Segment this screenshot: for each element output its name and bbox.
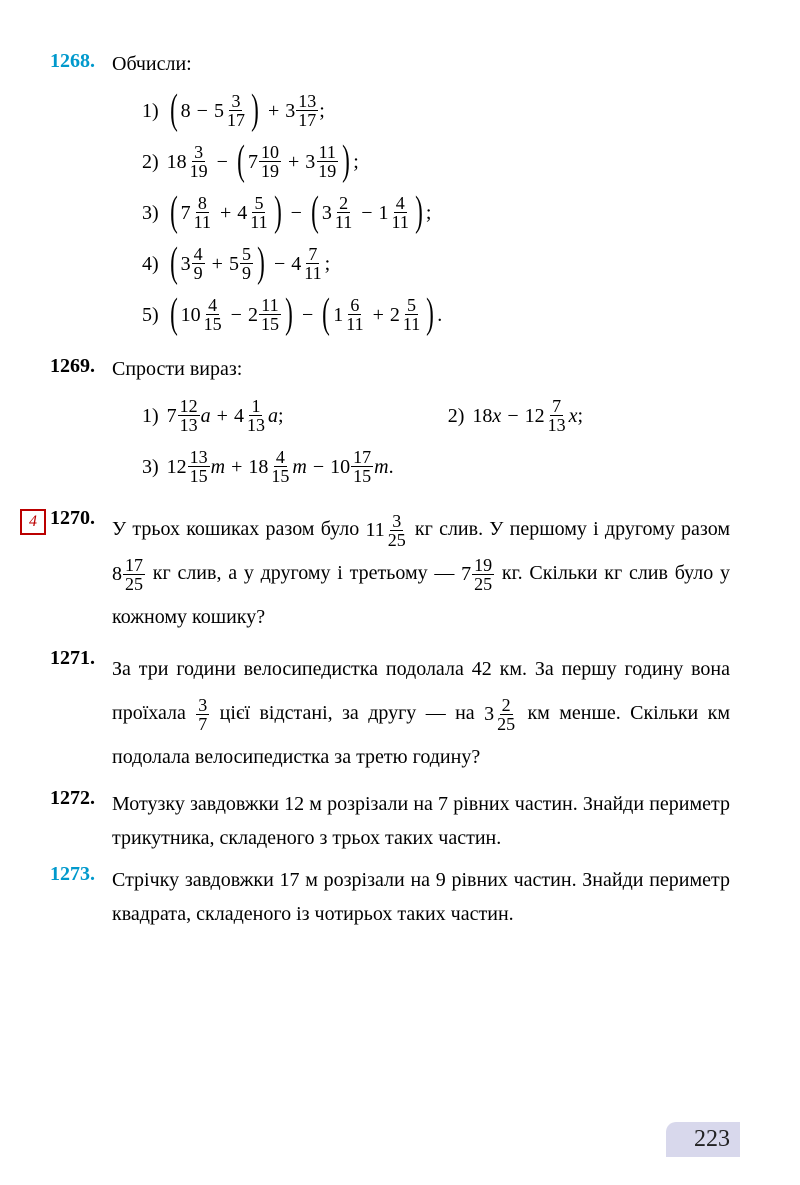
sub-label: 3) [142,199,159,227]
sub-label: 1) [142,97,159,125]
problem-title: Обчисли: [112,50,730,78]
page-number: 223 [666,1122,740,1157]
problem-text: За три години велосипедистка подолала 42… [112,647,730,779]
problem: 1271.За три години велосипедистка подола… [50,647,730,779]
problem-number: 1270. [50,507,112,639]
problem: 1270.У трьох кошиках разом було 11325 кг… [50,507,730,639]
problem-text: Стрічку завдовжки 17 м розрізали на 9 рі… [112,863,730,931]
problem-body: Стрічку завдовжки 17 м розрізали на 9 рі… [112,863,730,931]
problem-body: Спрости вираз: 1)71213a+4113a;2)18x−12713… [112,355,730,499]
problem-body: За три години велосипедистка подолала 42… [112,647,730,779]
sub-item-row: 1)71213a+4113a;2)18x−12713x; [142,397,730,434]
problem-number: 1272. [50,787,112,855]
problem: 1269.Спрости вираз: 1)71213a+4113a;2)18x−… [50,355,730,499]
sub-item: 2)18319−(71019+31119); [142,143,730,180]
problem-title: Спрости вираз: [112,355,730,383]
problem-number: 1269. [50,355,112,499]
sub-label: 4) [142,250,159,278]
problem-body: Мотузку завдовжки 12 м розрізали на 7 рі… [112,787,730,855]
problem: 1273.Стрічку завдовжки 17 м розрізали на… [50,863,730,931]
sub-item: 4)(349+559)−4711; [142,245,730,282]
problem-body: Обчисли: 1)(8−5317)+31317; 2)18319−(71019+… [112,50,730,347]
sub-item: 3)121315m+18415m−101715m. [142,448,730,485]
problem-number: 1268. [50,50,112,347]
sub-item: 3)(7811+4511)−(3211−1411); [142,194,730,231]
sub-item: 1)(8−5317)+31317; [142,92,730,129]
difficulty-marker: 4 [20,509,46,535]
problem-text: У трьох кошиках разом було 11325 кг слив… [112,507,730,639]
problem-number: 1271. [50,647,112,779]
problem-text: Мотузку завдовжки 12 м розрізали на 7 рі… [112,787,730,855]
sub-item: 5)(10415−21115)−(1611+2511). [142,296,730,333]
problem-body: У трьох кошиках разом було 11325 кг слив… [112,507,730,639]
problem-number: 1273. [50,863,112,931]
problem: 1272.Мотузку завдовжки 12 м розрізали на… [50,787,730,855]
problem: 1268.Обчисли: 1)(8−5317)+31317; 2)18319−(7… [50,50,730,347]
sub-label: 2) [142,148,159,176]
sub-label: 5) [142,301,159,329]
